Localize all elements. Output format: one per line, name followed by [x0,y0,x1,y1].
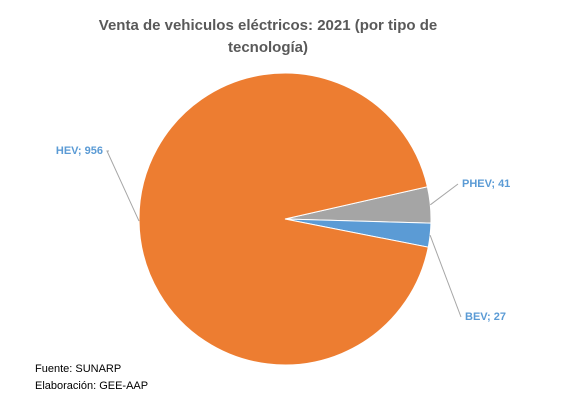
slice-labels: PHEV; 41 BEV; 27 HEV; 956 [56,145,510,323]
slice-label-hev: HEV; 956 [56,145,103,157]
pie-slices [138,72,432,366]
leader-lines [106,150,462,318]
source-note: Fuente: SUNARP [35,363,121,375]
leader-line-bev [429,235,462,318]
slice-label-bev: BEV; 27 [465,311,506,323]
slice-label-phev: PHEV; 41 [462,178,510,190]
leader-line-hev [106,150,140,222]
leader-line-phev [430,183,459,206]
prepared-by-note: Elaboración: GEE-AAP [35,380,148,392]
chart-title-line-1: Venta de vehiculos eléctricos: 2021 (por… [99,17,437,34]
chart-title-line-2: tecnología) [228,39,308,56]
